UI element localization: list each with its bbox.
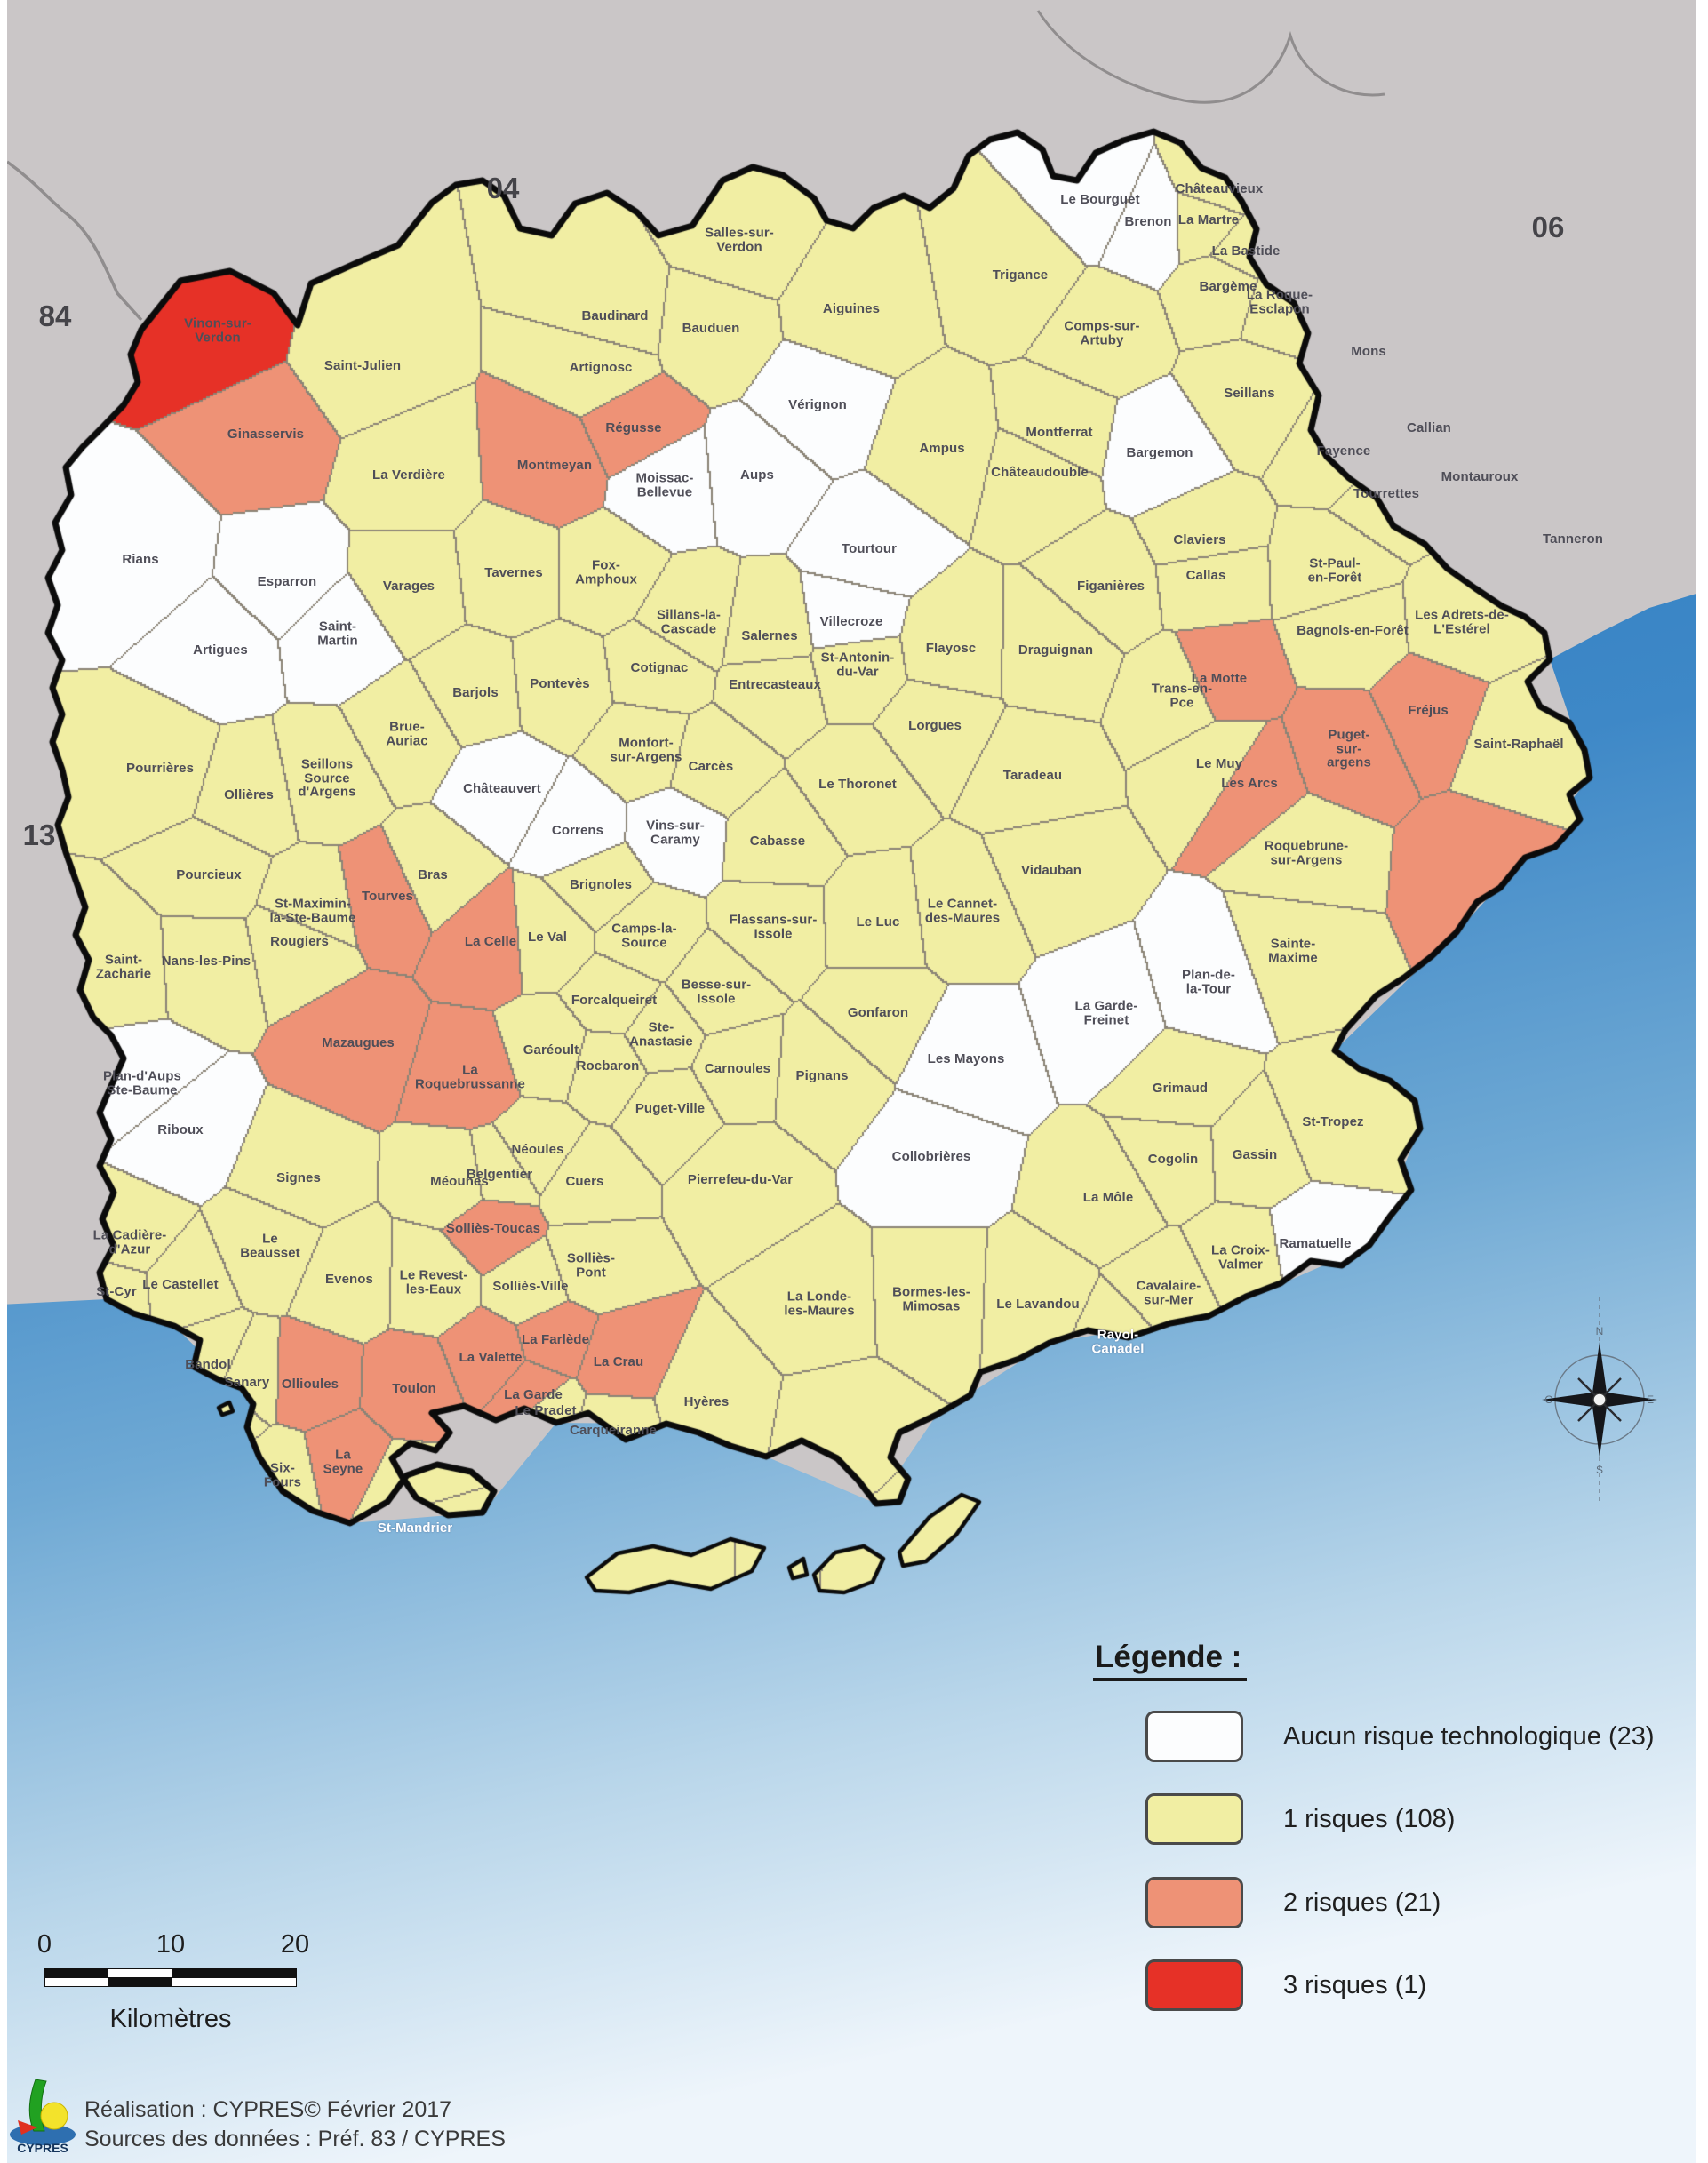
legend-swatch-3-risks bbox=[1145, 1959, 1243, 2011]
scale-tick-label: 20 bbox=[280, 1930, 310, 1959]
scale-tick-label: 0 bbox=[36, 1930, 52, 1959]
legend-swatch-no-risk bbox=[1145, 1711, 1243, 1762]
legend: Légende : Aucun risque technologique (23… bbox=[1073, 1640, 1655, 2011]
legend-label: 2 risques (21) bbox=[1283, 1888, 1441, 1917]
credits-line-2: Sources des données : Préf. 83 / CYPRES bbox=[84, 2127, 506, 2151]
compass-s-label: S bbox=[1596, 1464, 1603, 1476]
compass-o-label: O bbox=[1544, 1393, 1552, 1406]
scale-tick-label: 10 bbox=[156, 1930, 186, 1959]
legend-label: Aucun risque technologique (23) bbox=[1283, 1722, 1655, 1751]
legend-swatch-2-risks bbox=[1145, 1877, 1243, 1928]
compass-rose-icon: N S E O bbox=[1542, 1297, 1657, 1502]
scale-unit-label: Kilomètres bbox=[109, 2005, 232, 2033]
legend-label: 1 risques (108) bbox=[1283, 1805, 1456, 1833]
legend-label: 3 risques (1) bbox=[1283, 1971, 1427, 1999]
cypres-logo-label: CYPRES bbox=[17, 2141, 68, 2155]
legend-title: Légende : bbox=[1093, 1640, 1248, 1681]
compass-e-label: E bbox=[1647, 1393, 1654, 1406]
legend-item-no-risk: Aucun risque technologique (23) bbox=[1145, 1711, 1708, 1762]
credits-line-1: Réalisation : CYPRES© Février 2017 bbox=[84, 2097, 452, 2122]
credits: Réalisation : CYPRES© Février 2017 Sourc… bbox=[84, 2095, 506, 2154]
cypres-logo: CYPRES bbox=[10, 2079, 76, 2155]
legend-item-2-risks: 2 risques (21) bbox=[1145, 1877, 1708, 1928]
compass-n-label: N bbox=[1596, 1325, 1604, 1337]
legend-swatch-1-risk bbox=[1145, 1793, 1243, 1845]
legend-item-3-risks: 3 risques (1) bbox=[1145, 1959, 1708, 2011]
scale-bar-row-bottom bbox=[44, 1977, 297, 1987]
legend-item-1-risk: 1 risques (108) bbox=[1145, 1793, 1708, 1845]
